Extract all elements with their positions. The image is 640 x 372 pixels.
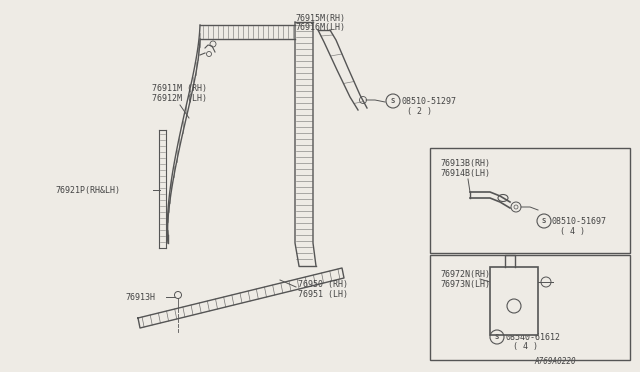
Text: 08510-51697: 08510-51697 [552,217,607,225]
Bar [490,267,538,335]
Text: 76951 (LH): 76951 (LH) [298,291,348,299]
Text: 76914B(LH): 76914B(LH) [440,169,490,177]
Text: 08510-51297: 08510-51297 [401,96,456,106]
Bar [430,255,630,360]
Text: 76916M(LH): 76916M(LH) [295,22,345,32]
Text: S: S [542,218,546,224]
Text: A769A0220: A769A0220 [534,357,576,366]
Text: 76915M(RH): 76915M(RH) [295,13,345,22]
Text: 76913B(RH): 76913B(RH) [440,158,490,167]
Text: 76972N(RH): 76972N(RH) [440,269,490,279]
Text: 08540-61612: 08540-61612 [505,333,560,341]
Text: S: S [495,334,499,340]
Bar [430,148,630,253]
Text: 76973N(LH): 76973N(LH) [440,279,490,289]
Text: S: S [391,98,395,104]
Text: 76911M (RH): 76911M (RH) [152,83,207,93]
Text: ( 4 ): ( 4 ) [513,343,538,352]
Polygon shape [138,268,344,328]
Text: 76921P(RH&LH): 76921P(RH&LH) [55,186,120,195]
Text: 76912M (LH): 76912M (LH) [152,93,207,103]
Text: 76913H: 76913H [125,292,155,301]
Text: 76950 (RH): 76950 (RH) [298,280,348,289]
Text: ( 4 ): ( 4 ) [560,227,585,235]
Text: ( 2 ): ( 2 ) [407,106,432,115]
